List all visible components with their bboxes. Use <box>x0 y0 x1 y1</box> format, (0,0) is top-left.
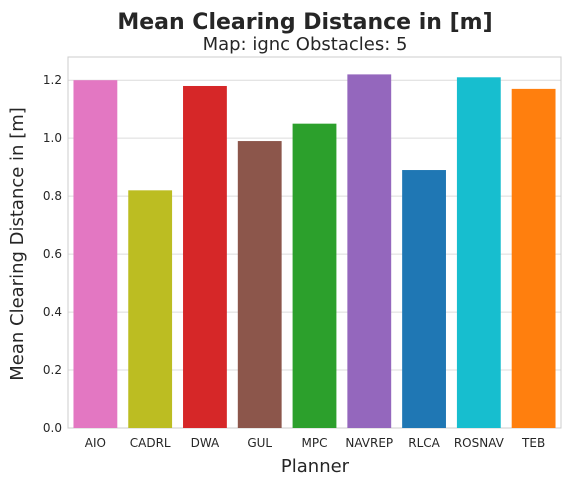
x-tick-label-mpc: MPC <box>302 436 328 450</box>
chart-title: Mean Clearing Distance in [m] <box>117 10 492 35</box>
y-tick-label: 0.8 <box>43 189 62 203</box>
bar-mpc <box>292 123 337 428</box>
y-tick-label: 0.4 <box>43 305 62 319</box>
x-axis-label: Planner <box>281 456 350 477</box>
x-tick-label-dwa: DWA <box>191 436 220 450</box>
bar-rlca <box>402 170 446 428</box>
x-tick-label-gul: GUL <box>247 436 272 450</box>
y-tick-label: 0.0 <box>43 421 62 435</box>
bar-dwa <box>183 85 227 428</box>
y-tick-label: 1.2 <box>43 73 62 87</box>
x-tick-labels: AIO CADRL DWA GUL MPC NAVREP RLCA ROSNAV TEB <box>85 436 545 450</box>
y-tick-label: 0.6 <box>43 247 62 261</box>
bars <box>73 74 556 428</box>
x-tick-label-cadrl: CADRL <box>130 436 171 450</box>
bar-gul <box>237 141 282 428</box>
chart-subtitle: Map: ignc Obstacles: 5 <box>203 34 408 55</box>
x-tick-label-rosnav: ROSNAV <box>454 436 505 450</box>
y-axis-label: Mean Clearing Distance in [m] <box>7 107 28 381</box>
bar-cadrl <box>128 190 173 428</box>
bar-rosnav <box>456 77 501 428</box>
x-tick-label-navrep: NAVREP <box>345 436 393 450</box>
x-tick-label-aio: AIO <box>85 436 106 450</box>
y-tick-labels: 0.0 0.2 0.4 0.6 0.8 1.0 1.2 <box>43 73 62 435</box>
bar-aio <box>73 80 118 428</box>
x-tick-label-teb: TEB <box>521 436 545 450</box>
y-tick-label: 0.2 <box>43 363 62 377</box>
y-tick-label: 1.0 <box>43 131 62 145</box>
bar-navrep <box>347 74 392 428</box>
x-tick-label-rlca: RLCA <box>408 436 440 450</box>
bar-teb <box>511 88 556 428</box>
